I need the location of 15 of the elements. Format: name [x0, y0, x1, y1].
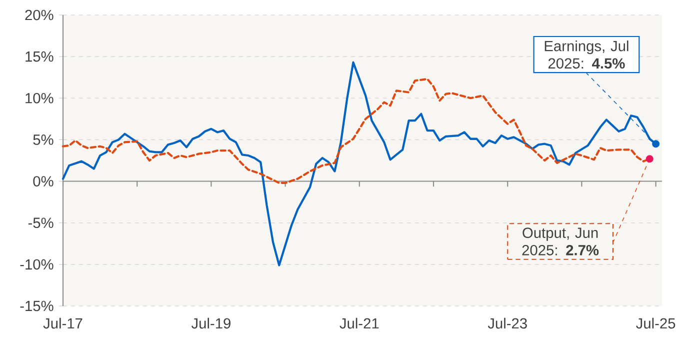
- x-tick-label: Jul-19: [191, 318, 230, 329]
- annotation: Output, Jun 2025: 2.7%: [522, 228, 599, 256]
- y-tick-label: 0%: [33, 176, 54, 186]
- y-tick-label: 10%: [26, 92, 54, 104]
- y-tick-label: 5%: [33, 134, 54, 145]
- y-tick-label: 20%: [25, 10, 54, 20]
- y-tick-label: -5%: [28, 218, 54, 228]
- x-tick-label: Jul-17: [43, 318, 82, 329]
- y-tick-label: -15%: [20, 300, 54, 312]
- x-tick-label: Jul-23: [488, 318, 527, 329]
- x-tick-label: Jul-25: [636, 318, 676, 329]
- x-tick-label: Jul-21: [340, 318, 379, 329]
- y-tick-label: 15%: [26, 51, 54, 62]
- y-tick-label: -10%: [20, 259, 54, 270]
- annotation: Earnings, Jul 2025: 4.5%: [544, 40, 628, 69]
